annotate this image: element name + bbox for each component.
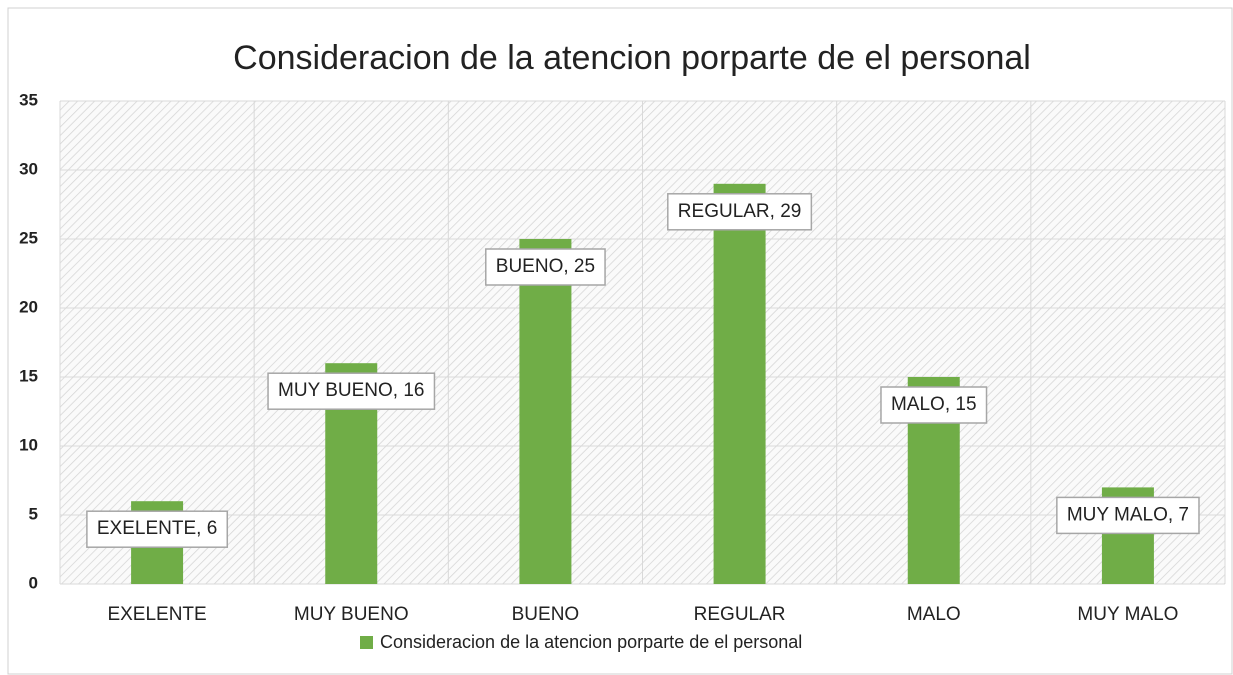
data-label: MUY MALO, 7 [1067, 504, 1189, 525]
y-tick-label: 10 [19, 435, 38, 454]
data-label-box [1056, 496, 1200, 535]
y-tick-label: 15 [19, 366, 38, 385]
x-tick-label: EXELENTE [107, 604, 206, 625]
data-label-box [485, 248, 606, 286]
bar [713, 183, 766, 585]
data-label: MALO, 15 [891, 394, 977, 415]
y-tick-label: 0 [29, 573, 38, 592]
chart-title: Consideracion de la atencion porparte de… [233, 39, 1031, 77]
y-tick-label: 30 [19, 159, 38, 178]
legend-swatch [360, 636, 373, 649]
data-label: MUY BUENO, 16 [278, 380, 424, 401]
data-label: REGULAR, 29 [678, 201, 802, 222]
x-tick-label: MUY BUENO [294, 604, 409, 625]
x-tick-label: BUENO [512, 604, 580, 625]
data-label-box [667, 193, 813, 231]
x-tick-label: MALO [907, 604, 961, 625]
data-label: EXELENTE, 6 [97, 518, 217, 539]
legend-label: Consideracion de la atencion porparte de… [380, 632, 802, 652]
y-tick-label: 35 [19, 90, 38, 109]
y-tick-label: 25 [19, 228, 38, 247]
x-tick-label: MUY MALO [1077, 604, 1178, 625]
frame [7, 7, 1233, 675]
y-tick-label: 20 [19, 297, 38, 316]
data-label-box [880, 386, 988, 424]
data-label-box [86, 510, 229, 548]
x-tick-label: REGULAR [694, 604, 786, 625]
bar [519, 239, 572, 584]
data-label: BUENO, 25 [496, 256, 595, 277]
data-label-box [267, 372, 436, 410]
y-tick-label: 5 [29, 504, 38, 523]
